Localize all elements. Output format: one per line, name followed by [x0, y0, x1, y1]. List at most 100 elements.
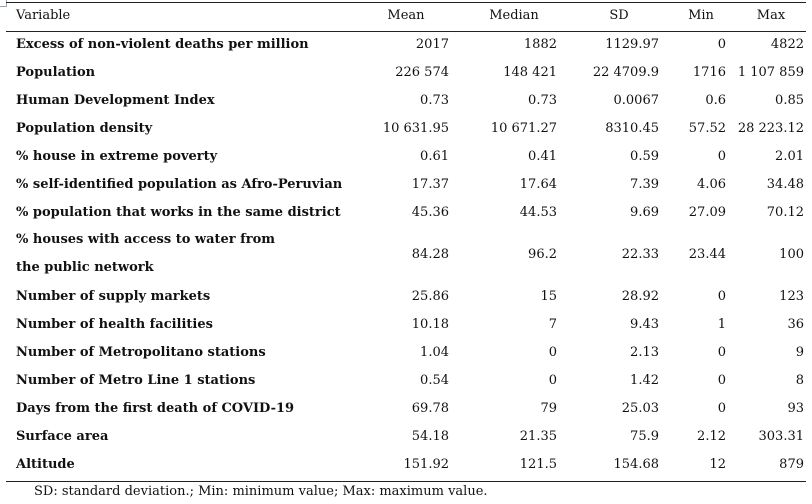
- cell-mean: 1.04: [420, 344, 449, 360]
- cell-min: 0: [717, 400, 726, 416]
- row-variable-label: % houses with access to water from the p…: [16, 232, 276, 275]
- descriptive-statistics-table: Variable Mean Median SD Min Max Excess o…: [6, 0, 806, 478]
- cell-median: 10 671.27: [490, 120, 557, 136]
- cell-median: 7: [548, 316, 557, 332]
- cell-max: 1 107 859: [737, 64, 804, 80]
- table-top-rule: [6, 2, 806, 3]
- cell-sd: 154.68: [613, 456, 660, 472]
- cell-sd: 75.9: [630, 428, 659, 444]
- row-variable-label: Number of health facilities: [16, 316, 213, 332]
- table-row: Surface area 54.18 21.35 75.9 2.12 303.31: [6, 422, 806, 450]
- cell-median: 121.5: [519, 456, 557, 472]
- table-row: Altitude 151.92 121.5 154.68 12 879: [6, 450, 806, 478]
- table-row: Number of Metro Line 1 stations 0.54 0 1.42…: [6, 366, 806, 394]
- cell-sd: 2.13: [630, 344, 659, 360]
- cell-mean: 0.73: [420, 92, 449, 108]
- row-variable-label: Excess of non-violent deaths per million: [16, 36, 309, 52]
- cell-mean: 17.37: [411, 176, 449, 192]
- cell-median: 17.64: [519, 176, 557, 192]
- cell-min: 57.52: [688, 120, 726, 136]
- header-min: Min: [688, 7, 714, 23]
- cell-mean: 0.54: [420, 372, 449, 388]
- cell-max: 303.31: [758, 428, 805, 444]
- header-median: Median: [489, 7, 539, 23]
- cell-median: 1882: [523, 36, 557, 52]
- cell-sd: 8310.45: [605, 120, 659, 136]
- cell-median: 0.73: [528, 92, 557, 108]
- cell-median: 21.35: [519, 428, 557, 444]
- cell-sd: 22 4709.9: [592, 64, 659, 80]
- header-max: Max: [756, 7, 786, 23]
- cell-median: 0.41: [528, 148, 557, 164]
- row-variable-label: Number of supply markets: [16, 288, 211, 304]
- cell-max: 9: [795, 344, 804, 360]
- cell-min: 0: [717, 36, 726, 52]
- cell-mean: 226 574: [395, 64, 449, 80]
- cell-sd: 25.03: [621, 400, 659, 416]
- cell-mean: 10.18: [411, 316, 449, 332]
- cell-median: 148 421: [503, 64, 557, 80]
- cell-sd: 28.92: [621, 288, 659, 304]
- cell-min: 2.12: [697, 428, 726, 444]
- cell-max: 879: [779, 456, 804, 472]
- cell-min: 1716: [692, 64, 726, 80]
- header-row: Variable Mean Median SD Min Max: [6, 0, 806, 30]
- table-footnote: SD: standard deviation.; Min: minimum va…: [34, 484, 488, 499]
- table-row: Excess of non-violent deaths per million…: [6, 30, 806, 58]
- cell-mean: 84.28: [411, 246, 449, 262]
- row-variable-label: Population density: [16, 120, 153, 136]
- cell-mean: 54.18: [411, 428, 449, 444]
- cell-min: 23.44: [688, 246, 726, 262]
- header-sd: SD: [609, 7, 629, 23]
- table-row: Number of supply markets 25.86 15 28.92 0 123: [6, 282, 806, 310]
- table-row: Population density 10 631.95 10 671.27 8310…: [6, 114, 806, 142]
- cell-min: 0: [717, 288, 726, 304]
- cell-max: 4822: [770, 36, 804, 52]
- cell-min: 0: [717, 148, 726, 164]
- cell-mean: 69.78: [411, 400, 449, 416]
- cell-median: 44.53: [519, 204, 557, 220]
- header-mean: Mean: [387, 7, 425, 23]
- cell-mean: 151.92: [403, 456, 450, 472]
- row-variable-label: Number of Metropolitano stations: [16, 344, 266, 360]
- row-variable-label: Surface area: [16, 428, 109, 444]
- table-body: Excess of non-violent deaths per million…: [6, 30, 806, 478]
- table-row: % houses with access to water from the p…: [6, 226, 806, 282]
- cell-sd: 1129.97: [605, 36, 659, 52]
- cell-mean: 25.86: [411, 288, 449, 304]
- cell-mean: 0.61: [420, 148, 449, 164]
- table-bottom-rule: [6, 481, 806, 482]
- cell-min: 0.6: [705, 92, 726, 108]
- cell-sd: 9.69: [630, 204, 659, 220]
- table-row: % house in extreme poverty 0.61 0.41 0.59 0 2…: [6, 142, 806, 170]
- header-variable: Variable: [16, 7, 71, 23]
- row-variable-label: Population: [16, 64, 96, 80]
- row-variable-label: Human Development Index: [16, 92, 215, 108]
- table-row: Number of health facilities 10.18 7 9.43 1 36: [6, 310, 806, 338]
- row-variable-label: % house in extreme poverty: [16, 148, 218, 164]
- table-header-rule: [6, 31, 806, 32]
- cell-max: 93: [787, 400, 804, 416]
- cell-max: 0.85: [775, 92, 804, 108]
- cell-sd: 22.33: [621, 246, 659, 262]
- cell-min: 4.06: [697, 176, 726, 192]
- cell-min: 0: [717, 372, 726, 388]
- table-header: Variable Mean Median SD Min Max: [6, 0, 806, 30]
- table-row: % self-identified population as Afro-Per…: [6, 170, 806, 198]
- row-variable-label: % population that works in the same dist…: [16, 204, 341, 220]
- cell-min: 1: [717, 316, 726, 332]
- cell-sd: 9.43: [630, 316, 659, 332]
- corner-marker: [0, 0, 7, 7]
- table-row: Human Development Index 0.73 0.73 0.0067 0.6…: [6, 86, 806, 114]
- cell-sd: 0.0067: [613, 92, 660, 108]
- row-variable-label: Number of Metro Line 1 stations: [16, 372, 256, 388]
- table-row: Days from the first death of COVID-19 69.…: [6, 394, 806, 422]
- cell-median: 79: [540, 400, 557, 416]
- table-row: % population that works in the same dist…: [6, 198, 806, 226]
- row-variable-label: Days from the first death of COVID-19: [16, 400, 295, 416]
- cell-max: 28 223.12: [737, 120, 804, 136]
- cell-min: 27.09: [688, 204, 726, 220]
- cell-max: 2.01: [775, 148, 804, 164]
- cell-max: 100: [779, 246, 804, 262]
- cell-max: 123: [779, 288, 804, 304]
